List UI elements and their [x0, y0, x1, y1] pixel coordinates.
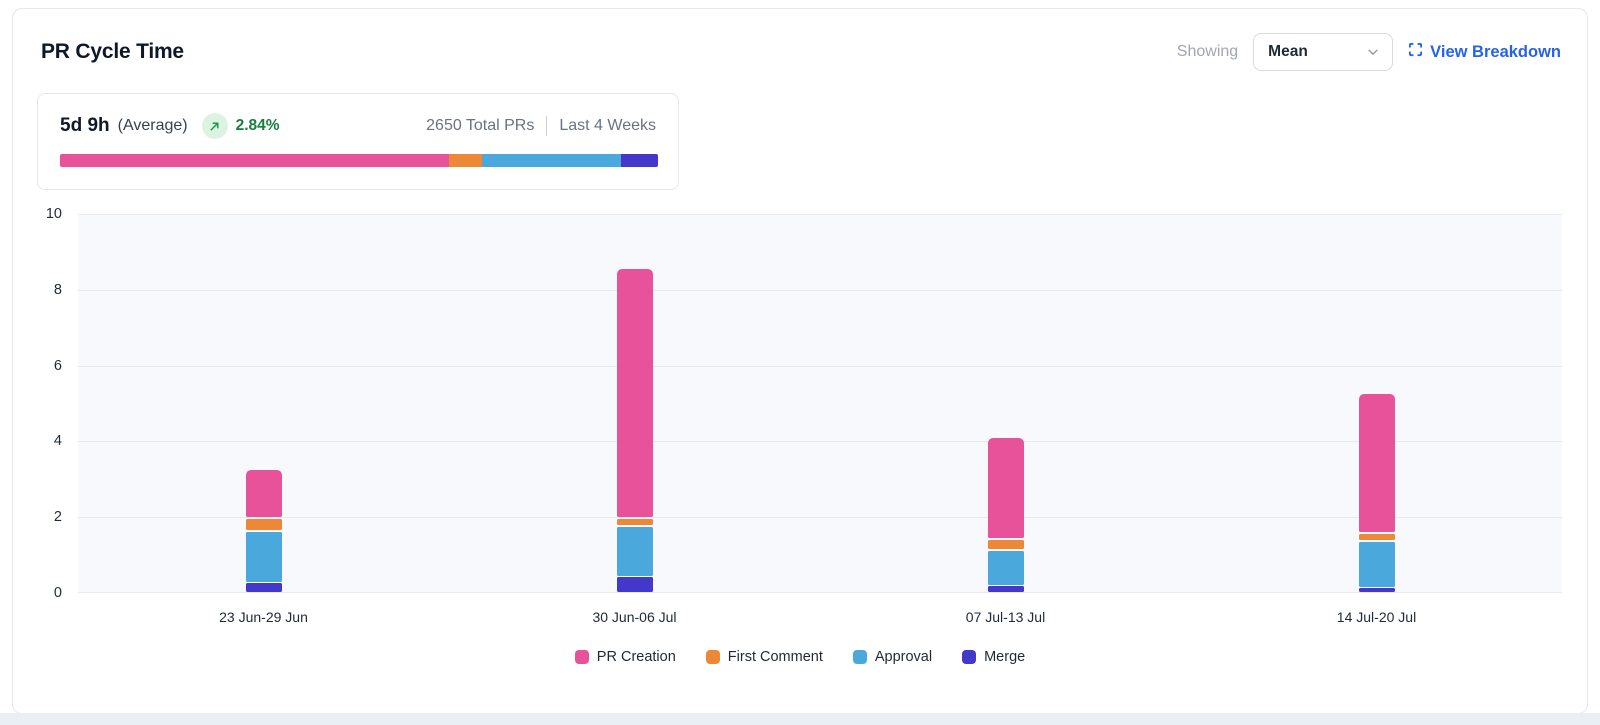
- bar-segment-pr-creation[interactable]: [616, 269, 653, 518]
- x-axis-label: 07 Jul-13 Jul: [965, 609, 1046, 625]
- bar-segment-pr-creation[interactable]: [1358, 394, 1395, 533]
- expand-icon: [1408, 42, 1423, 62]
- bar-segment-approval[interactable]: [616, 526, 653, 576]
- legend-label: First Comment: [727, 649, 823, 665]
- bar-segment-approval[interactable]: [1358, 541, 1395, 588]
- pr-cycle-time-chart: 0 2 4 6 8 10 23 Jun-29 Jun 30 Jun-06 Jul 07 Jul…: [13, 206, 1587, 665]
- period-label: Last 4 Weeks: [559, 117, 656, 134]
- x-axis-label: 14 Jul-20 Jul: [1336, 609, 1417, 625]
- legend-item-first-comment[interactable]: First Comment: [705, 649, 823, 665]
- x-axis-label: 23 Jun-29 Jun: [219, 609, 308, 625]
- chart-plot-area: 0 2 4 6 8 10: [46, 206, 1562, 601]
- gridline: [78, 214, 1562, 215]
- y-tick-label: 10: [45, 206, 62, 222]
- header-controls: Showing Mean View Breakdown: [1177, 33, 1561, 71]
- pr-cycle-time-card: PR Cycle Time Showing Mean View Breakdow…: [12, 8, 1588, 714]
- bar-segment-merge[interactable]: [616, 576, 653, 592]
- gridline: [78, 517, 1562, 519]
- chart-legend: PR Creation First Comment Approval Merge: [13, 649, 1587, 665]
- gridline: [78, 592, 1562, 593]
- legend-item-approval[interactable]: Approval: [852, 649, 933, 665]
- legend-item-merge[interactable]: Merge: [962, 649, 1025, 665]
- total-prs-label: 2650 Total PRs: [426, 117, 535, 134]
- page-title: PR Cycle Time: [41, 40, 184, 63]
- divider: [546, 116, 548, 136]
- bar-segment-merge[interactable]: [245, 582, 282, 592]
- view-breakdown-label: View Breakdown: [1430, 42, 1561, 61]
- gridline: [78, 289, 1562, 291]
- legend-item-pr-creation[interactable]: PR Creation: [574, 649, 676, 665]
- gridline: [78, 441, 1562, 443]
- legend-swatch: [962, 650, 977, 664]
- cycle-time-distribution-bar: [60, 154, 658, 167]
- chevron-down-icon: [1366, 45, 1380, 59]
- bar-segment-pr-creation[interactable]: [987, 437, 1024, 539]
- x-axis-label: 30 Jun-06 Jul: [592, 609, 677, 625]
- bar-segment-first-comment[interactable]: [245, 519, 282, 531]
- legend-label: PR Creation: [596, 649, 676, 665]
- legend-label: Approval: [874, 649, 933, 665]
- legend-label: Merge: [984, 649, 1026, 665]
- y-tick-label: 8: [53, 281, 62, 298]
- distribution-segment: [620, 154, 658, 167]
- summary-card: 5d 9h (Average) 2.84% 2650 Total PRs Las…: [37, 93, 679, 190]
- average-label: (Average): [117, 117, 188, 134]
- bar-segment-first-comment[interactable]: [1358, 534, 1395, 540]
- metric-select[interactable]: Mean: [1253, 33, 1394, 71]
- bar-segment-pr-creation[interactable]: [245, 469, 282, 518]
- bar-segment-merge[interactable]: [1358, 588, 1395, 592]
- trend-percentage: 2.84%: [235, 117, 280, 134]
- chart-x-axis: 23 Jun-29 Jun 30 Jun-06 Jul 07 Jul-13 Jul 1…: [78, 609, 1562, 625]
- y-tick-label: 0: [53, 585, 62, 601]
- metric-select-value: Mean: [1268, 43, 1308, 60]
- trend-up-icon: [201, 113, 228, 139]
- distribution-segment: [481, 154, 621, 167]
- view-breakdown-button[interactable]: View Breakdown: [1408, 42, 1561, 62]
- card-header: PR Cycle Time Showing Mean View Breakdow…: [13, 9, 1587, 71]
- y-tick-label: 2: [53, 509, 62, 526]
- legend-swatch: [852, 650, 867, 664]
- bar-segment-approval[interactable]: [987, 551, 1024, 586]
- y-tick-label: 6: [53, 357, 62, 374]
- average-cycle-time-value: 5d 9h: [60, 115, 110, 136]
- showing-label: Showing: [1176, 43, 1239, 60]
- gridline: [78, 365, 1562, 367]
- bar-segment-first-comment[interactable]: [987, 540, 1024, 550]
- distribution-segment: [448, 154, 482, 167]
- distribution-segment: [60, 154, 449, 167]
- page-background-strip: [0, 713, 1600, 725]
- bar-segment-approval[interactable]: [245, 532, 282, 582]
- bar-segment-merge[interactable]: [987, 586, 1024, 592]
- legend-swatch: [705, 650, 720, 664]
- legend-swatch: [574, 650, 589, 664]
- y-tick-label: 4: [53, 433, 62, 450]
- bar-segment-first-comment[interactable]: [616, 519, 653, 525]
